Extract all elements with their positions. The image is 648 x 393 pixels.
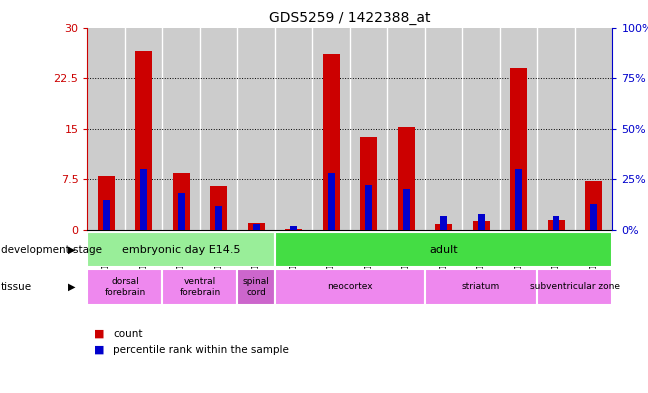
Bar: [478, 214, 485, 230]
Text: adult: adult: [430, 244, 458, 255]
Bar: [537, 28, 575, 230]
Text: tissue: tissue: [1, 282, 32, 292]
Bar: [425, 28, 463, 230]
Bar: [312, 28, 350, 230]
Bar: [275, 232, 612, 267]
Bar: [328, 173, 334, 230]
Bar: [163, 269, 237, 305]
Bar: [98, 176, 115, 230]
Text: ▶: ▶: [67, 244, 75, 255]
Bar: [425, 269, 537, 305]
Text: striatum: striatum: [462, 283, 500, 291]
Bar: [200, 28, 237, 230]
Bar: [253, 224, 260, 230]
Bar: [575, 28, 612, 230]
Text: subventricular zone: subventricular zone: [530, 283, 620, 291]
Bar: [585, 181, 602, 230]
Text: embryonic day E14.5: embryonic day E14.5: [122, 244, 240, 255]
Text: count: count: [113, 329, 143, 339]
Bar: [403, 189, 410, 230]
Bar: [215, 206, 222, 230]
Bar: [290, 226, 297, 230]
Bar: [210, 186, 227, 230]
Bar: [141, 169, 147, 230]
Text: dorsal
forebrain: dorsal forebrain: [104, 277, 146, 297]
Bar: [590, 204, 597, 230]
Bar: [440, 216, 447, 230]
Bar: [510, 68, 527, 230]
Text: spinal
cord: spinal cord: [243, 277, 270, 297]
Text: neocortex: neocortex: [327, 283, 373, 291]
Bar: [472, 221, 490, 230]
Bar: [237, 28, 275, 230]
Bar: [388, 28, 425, 230]
Text: ▶: ▶: [67, 282, 75, 292]
Bar: [537, 269, 612, 305]
Text: development stage: development stage: [1, 244, 102, 255]
Text: ■: ■: [94, 329, 104, 339]
Bar: [553, 216, 559, 230]
Bar: [500, 28, 537, 230]
Text: ventral
forebrain: ventral forebrain: [179, 277, 220, 297]
Bar: [360, 137, 377, 230]
Bar: [87, 232, 275, 267]
Bar: [515, 169, 522, 230]
Title: GDS5259 / 1422388_at: GDS5259 / 1422388_at: [269, 11, 431, 25]
Bar: [548, 220, 564, 230]
Bar: [463, 28, 500, 230]
Bar: [173, 173, 190, 230]
Bar: [275, 269, 425, 305]
Bar: [87, 269, 163, 305]
Bar: [87, 28, 125, 230]
Bar: [323, 55, 340, 230]
Bar: [285, 229, 302, 230]
Text: percentile rank within the sample: percentile rank within the sample: [113, 345, 289, 355]
Bar: [237, 269, 275, 305]
Bar: [350, 28, 388, 230]
Bar: [125, 28, 163, 230]
Bar: [275, 28, 312, 230]
Text: ■: ■: [94, 345, 104, 355]
Bar: [398, 127, 415, 230]
Bar: [365, 185, 372, 230]
Bar: [248, 223, 264, 230]
Bar: [178, 193, 185, 230]
Bar: [135, 51, 152, 230]
Bar: [103, 200, 110, 230]
Bar: [435, 224, 452, 230]
Bar: [163, 28, 200, 230]
